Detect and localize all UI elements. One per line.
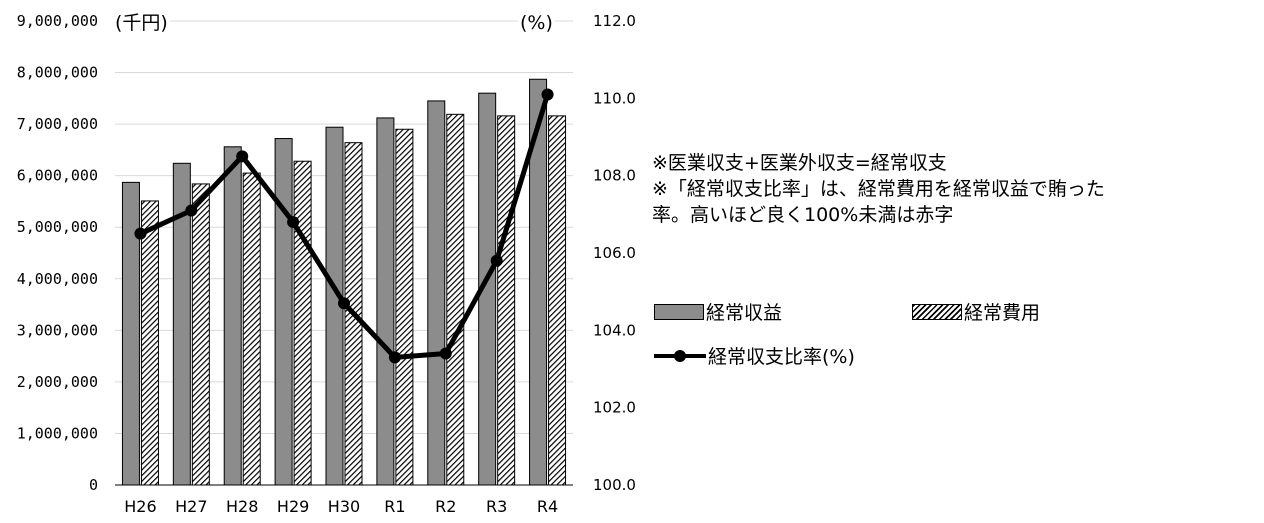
note-line-3: 率。高いほど良く100%未満は赤字: [652, 204, 954, 226]
bar-revenue: [223, 146, 242, 486]
ratio-point: [287, 216, 300, 229]
x-tick-label: H29: [277, 497, 309, 516]
ratio-point: [541, 88, 554, 101]
y-left-tick-label: 9,000,000: [17, 12, 98, 30]
x-tick-label: H30: [328, 497, 360, 516]
legend-expense-swatch: [912, 303, 962, 320]
unit-label-bg: [113, 12, 170, 34]
y-right-unit-label: (%): [520, 12, 553, 34]
bar-expense: [497, 115, 516, 486]
x-tick-label: R3: [486, 497, 507, 516]
unit-label-bg: [518, 12, 555, 34]
bar-expense: [242, 172, 261, 486]
legend-expense: 経常費用: [912, 298, 1040, 325]
note-line-2: ※「経常収支比率」は、経常費用を経常収益で賄った: [652, 178, 1105, 200]
y-left-tick-label: 4,000,000: [17, 270, 98, 288]
y-left-unit-label: (千円): [115, 12, 168, 34]
x-tick-label: R1: [384, 497, 405, 516]
y-left-tick-label: 7,000,000: [17, 115, 98, 133]
y-right-tick-label: 102.0: [593, 399, 636, 417]
x-tick-label: H26: [124, 497, 156, 516]
bar-expense: [191, 183, 210, 486]
ratio-point: [236, 150, 249, 163]
ratio-point: [490, 254, 503, 267]
y-left-tick-label: 6,000,000: [17, 167, 98, 185]
bars: [121, 78, 567, 486]
chart-area: 0 1,000,000 2,000,000 3,000,000 4,000,000 5,0…: [17, 12, 636, 516]
legend-revenue: 経常収益: [654, 298, 782, 325]
x-tick-label: R2: [435, 497, 456, 516]
ratio-point: [338, 297, 350, 310]
x-tick-label: H27: [175, 497, 207, 516]
legend-ratio-label: 経常収支比率(%): [708, 346, 855, 368]
y-right-tick-label: 104.0: [593, 321, 636, 339]
y-left-tick-label: 8,000,000: [17, 64, 98, 82]
bar-expense: [140, 200, 159, 486]
bar-revenue: [427, 100, 446, 486]
x-tick-label: H28: [226, 497, 258, 516]
bar-expense: [293, 160, 312, 486]
axes: 0 1,000,000 2,000,000 3,000,000 4,000,000 5,0…: [17, 12, 636, 516]
y-left-tick-label: 0: [89, 476, 98, 494]
y-left-tick-label: 5,000,000: [17, 218, 98, 236]
legend-revenue-swatch: [654, 303, 704, 320]
legend-expense-label: 経常費用: [964, 302, 1041, 324]
gridlines: [115, 20, 573, 434]
bar-expense: [548, 115, 567, 486]
note-line-1: ※医業収支+医業外収支=経常収支: [652, 152, 947, 174]
bar-expense: [395, 128, 414, 486]
legend-ratio: 経常収支比率(%): [654, 342, 855, 369]
x-tick-label: R4: [537, 497, 558, 516]
legend-revenue-label: 経常収益: [706, 302, 783, 324]
bar-expense: [446, 113, 465, 486]
y-right-tick-label: 110.0: [593, 89, 636, 107]
y-right-tick-label: 106.0: [593, 244, 636, 262]
y-left-tick-label: 2,000,000: [17, 373, 98, 391]
y-left-tick-label: 1,000,000: [17, 424, 98, 442]
ratio-point: [439, 347, 452, 360]
ratio-point: [134, 227, 147, 240]
ratio-point: [388, 351, 401, 364]
bar-revenue: [274, 138, 293, 486]
y-right-tick-label: 112.0: [593, 12, 636, 30]
y-left-tick-label: 3,000,000: [17, 321, 98, 339]
ratio-line: [134, 88, 554, 364]
y-right-tick-label: 108.0: [593, 167, 636, 185]
y-right-tick-label: 100.0: [593, 476, 636, 494]
bar-revenue: [121, 181, 140, 486]
bar-revenue: [376, 117, 395, 486]
legend-ratio-swatch: [654, 348, 706, 364]
ratio-point: [185, 204, 198, 217]
